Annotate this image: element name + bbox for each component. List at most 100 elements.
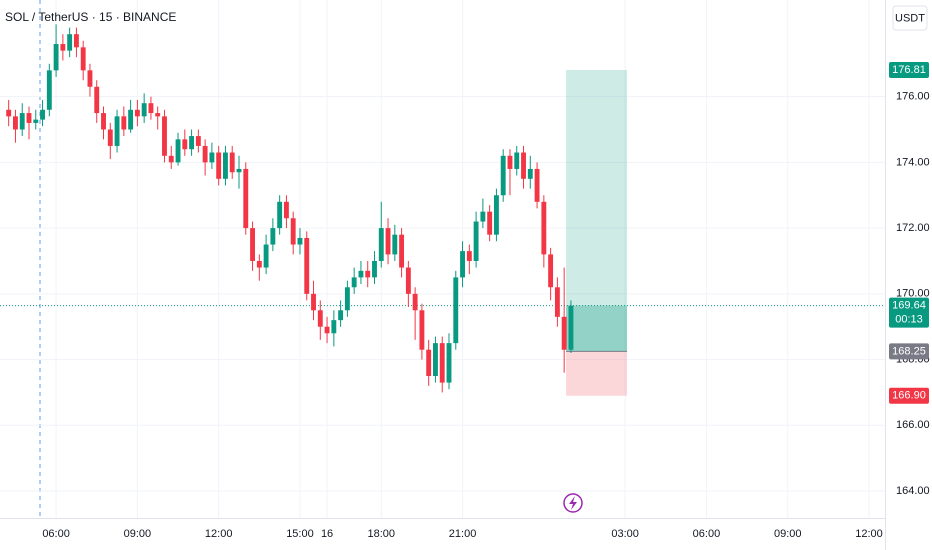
loss-zone	[566, 351, 628, 396]
candle-body	[107, 129, 113, 146]
price-label-box	[889, 297, 929, 328]
candle-body	[412, 293, 418, 311]
candle-body	[53, 44, 59, 71]
candle-body	[460, 251, 465, 278]
price-label-box	[889, 343, 929, 360]
y-tick-label: 164.00	[896, 485, 930, 497]
candle-body	[311, 293, 316, 311]
candle-body	[419, 310, 425, 350]
candle-body	[189, 136, 195, 150]
candle-body	[405, 267, 411, 294]
candle-body	[487, 211, 493, 235]
x-tick-label: 18:00	[367, 528, 395, 540]
candle-body	[493, 195, 499, 235]
candle-body	[277, 201, 283, 229]
candle-body	[548, 254, 554, 288]
candle-body	[297, 237, 303, 245]
candle-body	[26, 113, 32, 123]
candle-body	[365, 270, 371, 278]
candle-body	[331, 320, 337, 334]
candle-body	[101, 113, 106, 130]
candle-body	[521, 152, 526, 179]
candle-body	[114, 116, 120, 146]
candle-body	[338, 310, 344, 321]
candle-body	[256, 260, 262, 268]
candle-body	[541, 201, 547, 255]
candle-body	[433, 343, 438, 377]
candle-body	[554, 287, 560, 317]
candle-body	[324, 326, 330, 334]
candle-body	[473, 221, 479, 261]
price-label: 176.81	[892, 64, 926, 76]
candle-body	[514, 152, 520, 169]
candle-body	[33, 119, 39, 123]
x-tick-label: 12:00	[205, 528, 233, 540]
candle-body	[60, 44, 66, 51]
price-label: 169.64	[892, 300, 926, 312]
candle-body	[195, 136, 201, 146]
candle-body	[500, 155, 506, 196]
x-tick-label: 03:00	[611, 528, 639, 540]
candle-body	[148, 103, 154, 114]
candle-body	[67, 34, 73, 51]
candle-body	[568, 305, 574, 350]
candle-body	[358, 270, 364, 278]
candle-body	[6, 109, 12, 117]
candle-body	[121, 116, 127, 130]
candle-body	[270, 228, 276, 245]
candle-body	[263, 244, 269, 268]
candle-body	[94, 86, 100, 114]
axis-labels: 164.00166.00168.00170.00172.00174.00176.…	[42, 62, 930, 540]
candle-body	[446, 343, 452, 383]
candle-body	[46, 70, 52, 110]
candle-body	[40, 109, 45, 120]
candle-body	[175, 139, 181, 163]
candles	[6, 24, 574, 393]
candle-body	[141, 103, 147, 117]
x-tick-label: 06:00	[42, 528, 70, 540]
price-label: 168.25	[892, 345, 926, 357]
candle-body	[439, 343, 445, 383]
chart-title: SOL / TetherUS · 15 · BINANCE	[5, 10, 176, 24]
candle-body	[453, 277, 459, 344]
candle-body	[19, 113, 25, 130]
candle-body	[426, 349, 432, 377]
candle-body	[202, 145, 208, 163]
candle-body	[155, 113, 161, 117]
profit-zone	[566, 70, 628, 352]
y-tick-label: 172.00	[896, 222, 930, 234]
y-tick-label: 166.00	[896, 419, 930, 431]
candle-body	[378, 228, 384, 261]
candle-body	[392, 234, 398, 255]
candle-body	[372, 260, 377, 278]
x-tick-label: 21:00	[449, 528, 477, 540]
axis-unit: USDT	[895, 12, 925, 24]
candle-body	[304, 237, 310, 294]
x-tick-label: 09:00	[124, 528, 152, 540]
x-tick-label: 16	[321, 528, 333, 540]
candle-body	[73, 34, 79, 48]
candle-body	[351, 277, 357, 288]
candle-body	[168, 155, 174, 163]
candle-body	[243, 168, 249, 229]
alert-icon[interactable]	[563, 493, 583, 513]
candle-body	[399, 234, 405, 268]
candle-body	[182, 139, 188, 150]
candle-body	[209, 152, 215, 163]
position-tool	[0, 70, 885, 396]
candle-body	[480, 211, 486, 222]
unit-box[interactable]	[892, 5, 928, 31]
candle-body	[534, 168, 540, 202]
y-tick-label: 174.00	[896, 156, 930, 168]
x-tick-label: 15:00	[286, 528, 314, 540]
candle-body	[290, 218, 296, 245]
x-tick-label: 09:00	[774, 528, 802, 540]
countdown: 00:13	[895, 314, 923, 326]
candle-body	[229, 152, 235, 173]
candle-body	[385, 228, 391, 255]
candle-body	[466, 251, 472, 261]
candle-body	[507, 155, 513, 169]
candle-body	[87, 70, 93, 87]
